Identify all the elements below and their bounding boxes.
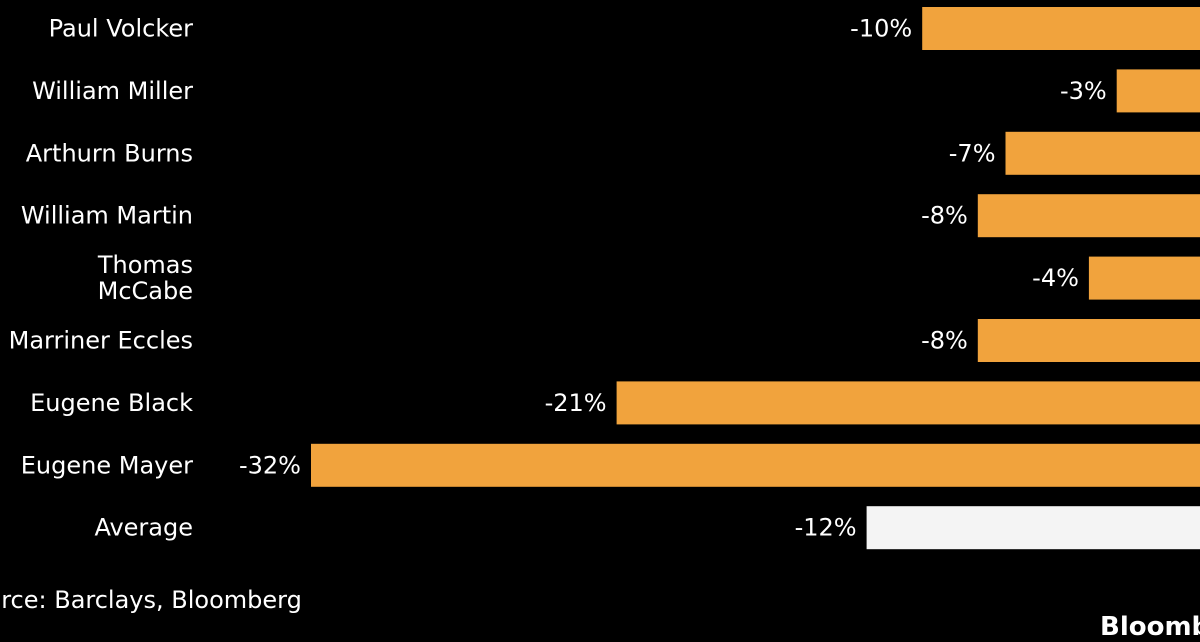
bar [311, 444, 1200, 487]
data-label: -3% [1060, 77, 1107, 105]
bar-row: -7% Arthurn Burns [26, 132, 1200, 175]
data-label: -8% [921, 327, 968, 355]
bar [978, 319, 1200, 362]
bar-row: -8% Marriner Eccles [9, 319, 1200, 362]
data-label: -21% [545, 389, 607, 417]
data-label: -4% [1032, 264, 1079, 292]
bar [617, 381, 1200, 424]
bar-row: -32% Eugene Mayer [21, 444, 1200, 487]
bar [1006, 132, 1200, 175]
bar-row: -3% William Miller [32, 69, 1200, 112]
category-label: Marriner Eccles [9, 327, 193, 355]
data-label: -7% [949, 139, 996, 167]
bar-row: -12% Average [94, 506, 1200, 549]
category-label: William Martin [21, 202, 193, 230]
bar [1089, 257, 1200, 300]
average-bar [867, 506, 1200, 549]
brand-logo: Bloomb [1100, 612, 1200, 642]
category-label: Eugene Mayer [21, 451, 193, 479]
bar-row: -10% Paul Volcker [49, 7, 1200, 50]
source-note: urce: Barclays, Bloomberg [0, 585, 302, 615]
bar [1117, 69, 1200, 112]
data-label: -8% [921, 202, 968, 230]
category-label: Paul Volcker [49, 15, 194, 43]
bar [922, 7, 1200, 50]
data-label: -32% [239, 451, 301, 479]
bar-row: -8% William Martin [21, 194, 1200, 237]
category-label: Arthurn Burns [26, 139, 193, 167]
category-label: William Miller [32, 77, 193, 105]
bar [978, 194, 1200, 237]
data-label: -12% [795, 514, 857, 542]
bar-row: -21% Eugene Black [30, 381, 1200, 424]
data-label: -10% [850, 15, 912, 43]
category-label: Average [94, 514, 193, 542]
category-label: Eugene Black [30, 389, 193, 417]
